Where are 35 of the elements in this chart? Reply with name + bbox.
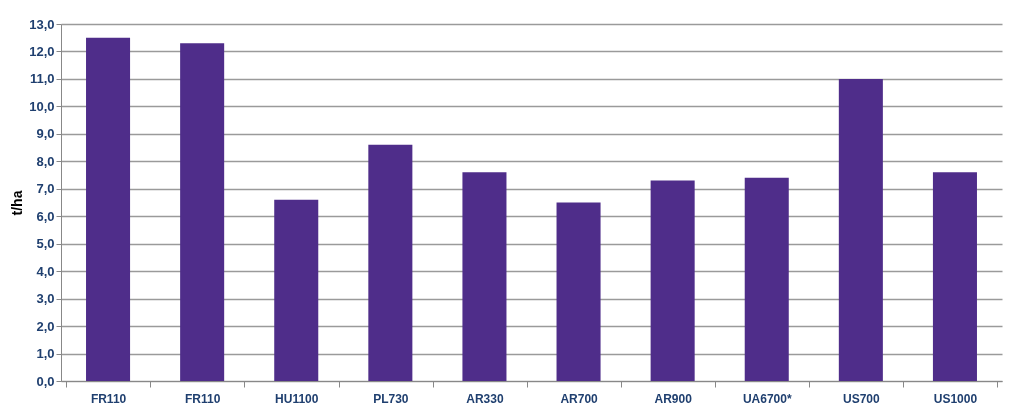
x-tick-label: AR900 <box>654 391 693 406</box>
bar <box>368 144 413 381</box>
x-tick-label: FR110 <box>90 391 127 406</box>
y-axis-title: t/ha <box>9 190 26 216</box>
x-tick-label: AR700 <box>560 391 599 406</box>
y-tick-label: 10,0 <box>29 98 55 114</box>
y-tick-label: 1,0 <box>36 346 55 362</box>
y-tick-label: 8,0 <box>36 153 55 169</box>
y-tick-label: 11,0 <box>29 71 55 87</box>
x-tick-label: PL730 <box>373 391 409 406</box>
x-tick-label: FR110 <box>184 391 221 406</box>
x-tick-label: AR330 <box>466 391 504 406</box>
bar <box>86 37 131 381</box>
y-tick-label: 5,0 <box>36 236 55 252</box>
bar <box>932 172 977 381</box>
y-tick-label: 9,0 <box>36 126 55 142</box>
x-tick-label: US1000 <box>933 391 978 406</box>
y-tick-label: 4,0 <box>36 263 55 279</box>
x-tick-label: US700 <box>843 391 881 406</box>
x-tick-label: UA6700* <box>742 391 792 406</box>
bar <box>650 180 695 381</box>
y-tick-label: 3,0 <box>36 291 55 307</box>
y-tick-label: 0,0 <box>36 373 55 389</box>
bar <box>274 199 319 381</box>
bar <box>462 172 507 381</box>
bar <box>838 78 883 381</box>
bar <box>556 202 601 381</box>
y-tick-label: 2,0 <box>36 318 55 334</box>
y-tick-label: 12,0 <box>29 43 55 59</box>
y-tick-label: 6,0 <box>36 208 55 224</box>
bar <box>744 177 789 381</box>
x-tick-label: HU1100 <box>275 391 319 406</box>
y-tick-label: 7,0 <box>36 181 55 197</box>
bar <box>180 43 225 381</box>
y-tick-label: 13,0 <box>29 16 55 32</box>
